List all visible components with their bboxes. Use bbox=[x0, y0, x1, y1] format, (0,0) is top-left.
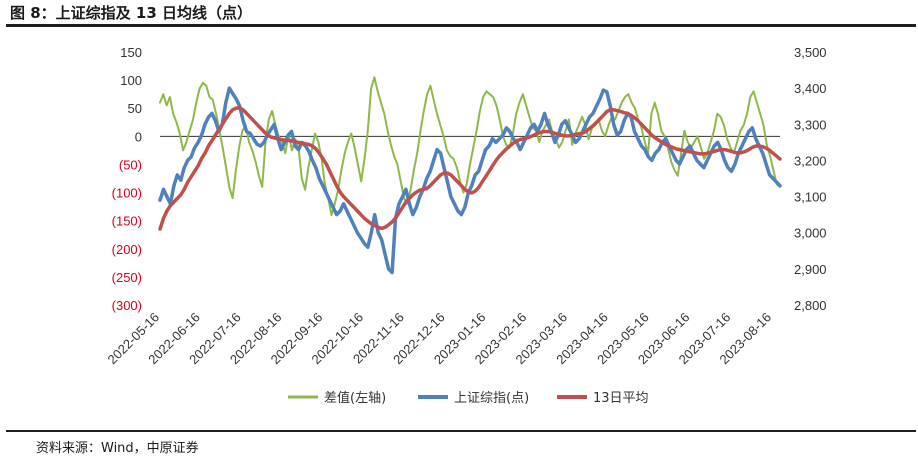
legend-item-diff: 差值(左轴) bbox=[288, 390, 386, 406]
left-tick-label: (50) bbox=[119, 157, 142, 172]
right-tick-label: 3,300 bbox=[794, 117, 827, 132]
left-tick-label: (300) bbox=[112, 298, 142, 313]
left-tick-label: 150 bbox=[120, 45, 142, 60]
right-tick-label: 3,500 bbox=[794, 45, 827, 60]
title-underline bbox=[6, 24, 916, 27]
legend-label-diff: 差值(左轴) bbox=[324, 390, 386, 406]
left-tick-label: (200) bbox=[112, 242, 142, 257]
left-tick-label: 100 bbox=[120, 73, 142, 88]
x-axis-ticks: 2022-05-162022-06-162022-07-162022-08-16… bbox=[104, 310, 774, 368]
series-layer bbox=[158, 76, 782, 275]
left-tick-label: (100) bbox=[112, 186, 142, 201]
left-tick-label: (150) bbox=[112, 214, 142, 229]
source-note: 资料来源：Wind，中原证券 bbox=[36, 441, 199, 456]
right-tick-label: 3,100 bbox=[794, 190, 827, 205]
series-line-1 bbox=[158, 86, 782, 275]
right-axis-ticks: 3,500 3,400 3,300 3,200 3,100 3,000 2,900 2,800 bbox=[794, 45, 827, 313]
right-tick-label: 3,000 bbox=[794, 226, 827, 241]
right-tick-label: 2,800 bbox=[794, 298, 827, 313]
legend-label-index: 上证综指(点) bbox=[454, 391, 529, 406]
figure-title: 图 8：上证综指及 13 日均线（点） bbox=[10, 4, 252, 22]
left-axis-ticks: 150 100 50 0 (50) (100) (150) (200) (250) (300) bbox=[112, 45, 142, 313]
left-tick-label: 50 bbox=[128, 101, 142, 116]
legend-label-ma13: 13日平均 bbox=[593, 391, 649, 406]
right-tick-label: 3,400 bbox=[794, 81, 827, 96]
left-tick-label: (250) bbox=[112, 270, 142, 285]
footer-rule bbox=[6, 430, 916, 432]
legend-item-index: 上证综指(点) bbox=[418, 391, 529, 406]
right-tick-label: 3,200 bbox=[794, 153, 827, 168]
chart-area: 150 100 50 0 (50) (100) (150) (200) (250) (300) 3… bbox=[104, 45, 827, 406]
series-line-0 bbox=[159, 76, 781, 216]
legend-item-ma13: 13日平均 bbox=[557, 391, 649, 406]
series-line-2 bbox=[158, 106, 782, 231]
legend: 差值(左轴) 上证综指(点) 13日平均 bbox=[288, 390, 649, 406]
left-tick-label: 0 bbox=[135, 129, 142, 144]
right-tick-label: 2,900 bbox=[794, 262, 827, 277]
